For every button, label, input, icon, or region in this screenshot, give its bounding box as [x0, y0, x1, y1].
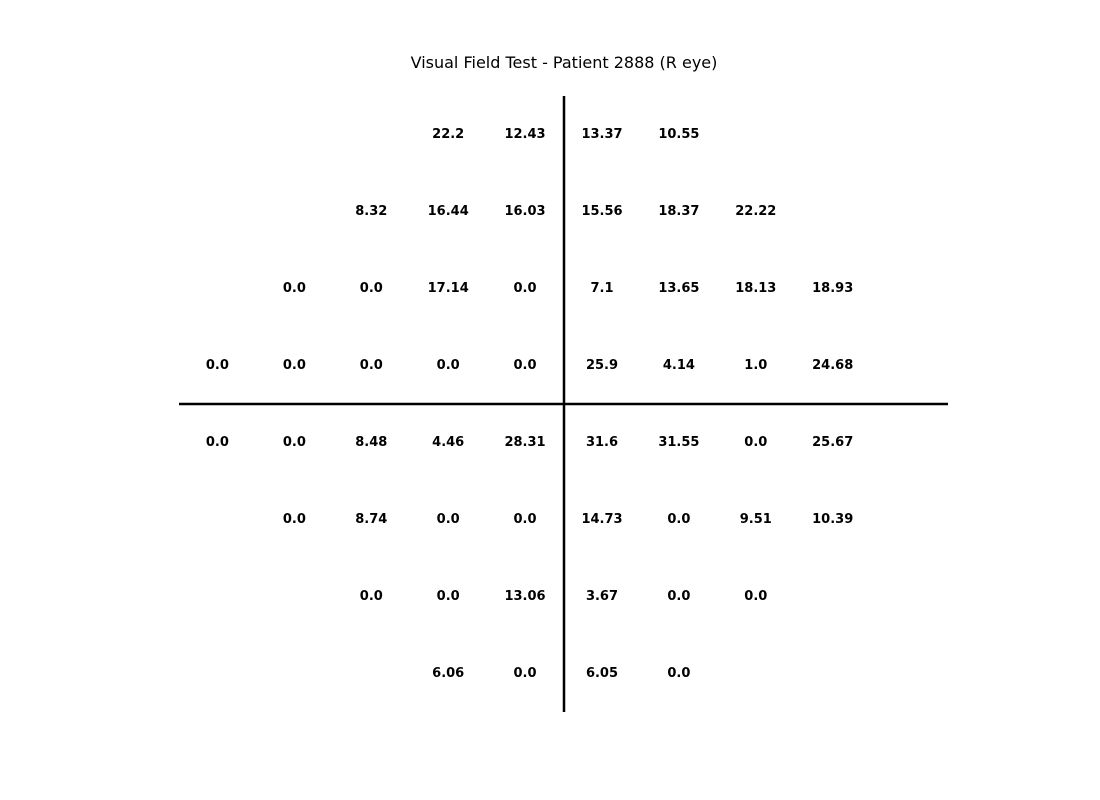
- threshold-value: 3.67: [586, 589, 618, 604]
- chart-title: Visual Field Test - Patient 2888 (R eye): [411, 53, 718, 72]
- threshold-values: 22.2 12.43 13.37 10.55 8.32 16.44 16.03 15.56 18…: [206, 127, 853, 681]
- threshold-value: 8.32: [355, 204, 387, 219]
- threshold-value: 22.22: [735, 204, 776, 219]
- threshold-value: 31.6: [586, 435, 618, 450]
- threshold-value: 0.0: [513, 358, 536, 373]
- threshold-value: 7.1: [590, 281, 613, 296]
- threshold-value: 12.43: [504, 127, 545, 142]
- threshold-value: 14.73: [581, 512, 622, 527]
- threshold-value: 31.55: [658, 435, 699, 450]
- threshold-value: 15.56: [581, 204, 622, 219]
- threshold-value: 8.74: [355, 512, 387, 527]
- threshold-value: 0.0: [283, 435, 306, 450]
- threshold-value: 16.03: [504, 204, 545, 219]
- threshold-value: 24.68: [812, 358, 853, 373]
- threshold-value: 9.51: [740, 512, 772, 527]
- threshold-value: 6.05: [586, 666, 618, 681]
- threshold-value: 28.31: [504, 435, 545, 450]
- threshold-value: 0.0: [437, 589, 460, 604]
- threshold-value: 0.0: [513, 512, 536, 527]
- threshold-value: 0.0: [667, 512, 690, 527]
- threshold-value: 18.37: [658, 204, 699, 219]
- threshold-value: 0.0: [360, 281, 383, 296]
- threshold-value: 0.0: [744, 435, 767, 450]
- threshold-value: 0.0: [744, 589, 767, 604]
- threshold-value: 1.0: [744, 358, 767, 373]
- threshold-value: 0.0: [283, 358, 306, 373]
- threshold-value: 0.0: [667, 666, 690, 681]
- threshold-value: 0.0: [437, 512, 460, 527]
- threshold-value: 13.65: [658, 281, 699, 296]
- threshold-value: 8.48: [355, 435, 387, 450]
- threshold-value: 10.55: [658, 127, 699, 142]
- threshold-value: 0.0: [667, 589, 690, 604]
- threshold-value: 25.67: [812, 435, 853, 450]
- threshold-value: 0.0: [283, 512, 306, 527]
- threshold-value: 0.0: [513, 281, 536, 296]
- threshold-value: 6.06: [432, 666, 464, 681]
- threshold-value: 4.14: [663, 358, 695, 373]
- threshold-value: 0.0: [283, 281, 306, 296]
- threshold-value: 18.93: [812, 281, 853, 296]
- threshold-value: 17.14: [428, 281, 469, 296]
- threshold-value: 22.2: [432, 127, 464, 142]
- threshold-value: 13.06: [504, 589, 545, 604]
- threshold-value: 10.39: [812, 512, 853, 527]
- threshold-value: 16.44: [428, 204, 469, 219]
- threshold-value: 0.0: [360, 589, 383, 604]
- threshold-value: 25.9: [586, 358, 618, 373]
- threshold-value: 4.46: [432, 435, 464, 450]
- threshold-value: 0.0: [360, 358, 383, 373]
- threshold-value: 0.0: [513, 666, 536, 681]
- threshold-value: 18.13: [735, 281, 776, 296]
- threshold-value: 0.0: [206, 435, 229, 450]
- threshold-value: 13.37: [581, 127, 622, 142]
- threshold-value: 0.0: [206, 358, 229, 373]
- threshold-value: 0.0: [437, 358, 460, 373]
